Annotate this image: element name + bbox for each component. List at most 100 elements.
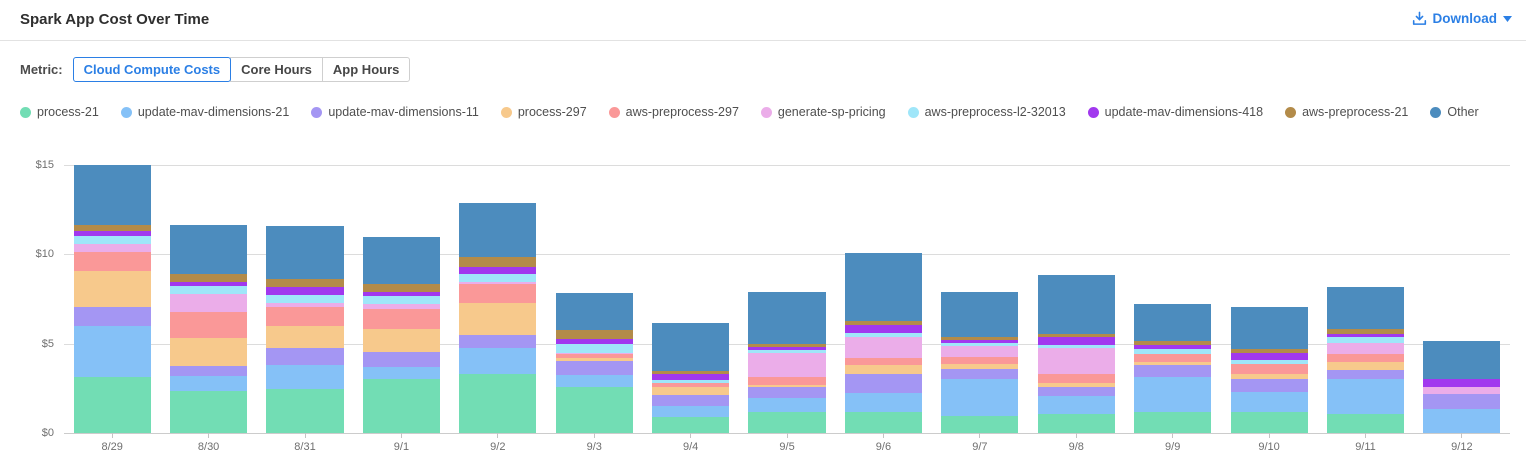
bar-segment-aws-preprocess-297[interactable]	[1134, 354, 1212, 362]
bar-segment-aws-preprocess-l2-32013[interactable]	[362, 296, 440, 304]
bar-segment-update-mav-dimensions-418[interactable]	[555, 339, 633, 344]
bar-segment-update-mav-dimensions-418[interactable]	[459, 266, 537, 275]
bar-segment-process-297[interactable]	[1326, 361, 1405, 370]
bar-segment-update-mav-dimensions-21[interactable]	[941, 378, 1019, 417]
bar-segment-update-mav-dimensions-21[interactable]	[1037, 395, 1115, 415]
bar-segment-other[interactable]	[555, 292, 633, 331]
bar-segment-update-mav-dimensions-11[interactable]	[362, 351, 440, 367]
bar-segment-update-mav-dimensions-11[interactable]	[170, 366, 248, 376]
bar-segment-aws-preprocess-l2-32013[interactable]	[941, 342, 1019, 346]
bar-segment-aws-preprocess-l2-32013[interactable]	[1134, 349, 1212, 355]
bar-segment-process-21[interactable]	[362, 379, 440, 433]
bar-segment-update-mav-dimensions-11[interactable]	[73, 307, 151, 326]
bar-segment-process-21[interactable]	[1230, 412, 1308, 433]
bar-segment-update-mav-dimensions-11[interactable]	[459, 334, 537, 349]
bar-segment-aws-preprocess-297[interactable]	[73, 251, 151, 272]
bar-segment-aws-preprocess-297[interactable]	[555, 354, 633, 358]
bar-segment-update-mav-dimensions-418[interactable]	[844, 324, 923, 334]
bar-segment-aws-preprocess-297[interactable]	[362, 308, 440, 329]
metric-tab-app-hours[interactable]: App Hours	[321, 57, 411, 82]
bar-segment-aws-preprocess-l2-32013[interactable]	[555, 343, 633, 353]
bar-segment-update-mav-dimensions-418[interactable]	[170, 282, 248, 286]
bar-segment-aws-preprocess-21[interactable]	[1134, 341, 1212, 345]
bar-segment-aws-preprocess-21[interactable]	[362, 283, 440, 292]
bar-segment-update-mav-dimensions-11[interactable]	[748, 387, 826, 399]
bar-segment-other[interactable]	[170, 224, 248, 275]
bar-segment-aws-preprocess-297[interactable]	[844, 358, 923, 366]
download-button[interactable]: Download	[1412, 11, 1512, 26]
bar-segment-aws-preprocess-l2-32013[interactable]	[1326, 337, 1405, 343]
bar-segment-update-mav-dimensions-11[interactable]	[266, 348, 344, 366]
bar-segment-update-mav-dimensions-418[interactable]	[266, 286, 344, 296]
bar-segment-aws-preprocess-21[interactable]	[1326, 329, 1405, 334]
bar-segment-aws-preprocess-21[interactable]	[844, 321, 923, 325]
bar-segment-update-mav-dimensions-418[interactable]	[73, 231, 151, 236]
bar-segment-update-mav-dimensions-21[interactable]	[844, 392, 923, 413]
bar-segment-update-mav-dimensions-418[interactable]	[1037, 337, 1115, 345]
bar-segment-update-mav-dimensions-21[interactable]	[1134, 376, 1212, 413]
bar-segment-aws-preprocess-297[interactable]	[748, 376, 826, 385]
bar-segment-aws-preprocess-297[interactable]	[1326, 353, 1405, 362]
bar-segment-process-297[interactable]	[362, 328, 440, 352]
legend-item-other[interactable]: Other	[1430, 105, 1479, 119]
bar-segment-other[interactable]	[748, 291, 826, 344]
bar-segment-aws-preprocess-l2-32013[interactable]	[1230, 359, 1308, 365]
bar-segment-aws-preprocess-21[interactable]	[555, 330, 633, 340]
bar-segment-update-mav-dimensions-418[interactable]	[362, 291, 440, 297]
bar-segment-update-mav-dimensions-21[interactable]	[266, 365, 344, 390]
legend-item-update-mav-dimensions-11[interactable]: update-mav-dimensions-11	[311, 105, 479, 119]
bar-segment-update-mav-dimensions-11[interactable]	[1326, 369, 1405, 380]
bar-segment-other[interactable]	[941, 291, 1019, 337]
bar-segment-other[interactable]	[73, 165, 151, 225]
bar-segment-update-mav-dimensions-11[interactable]	[652, 395, 730, 407]
bar-segment-update-mav-dimensions-11[interactable]	[555, 360, 633, 375]
bar-segment-update-mav-dimensions-21[interactable]	[652, 406, 730, 417]
bar-segment-process-21[interactable]	[170, 391, 248, 433]
bar-segment-process-21[interactable]	[652, 416, 730, 433]
bar-segment-other[interactable]	[1230, 307, 1308, 350]
bar-segment-process-297[interactable]	[73, 271, 151, 308]
bar-segment-update-mav-dimensions-21[interactable]	[459, 348, 537, 375]
metric-tab-cloud-compute-costs[interactable]: Cloud Compute Costs	[72, 57, 232, 82]
legend-item-aws-preprocess-l2-32013[interactable]: aws-preprocess-l2-32013	[907, 105, 1066, 119]
bar-segment-aws-preprocess-21[interactable]	[170, 274, 248, 283]
legend-item-aws-preprocess-297[interactable]: aws-preprocess-297	[608, 105, 739, 119]
bar-segment-aws-preprocess-297[interactable]	[459, 283, 537, 303]
bar-segment-update-mav-dimensions-11[interactable]	[1134, 365, 1212, 377]
bar-segment-aws-preprocess-297[interactable]	[170, 312, 248, 339]
bar-segment-aws-preprocess-l2-32013[interactable]	[73, 235, 151, 244]
bar-segment-update-mav-dimensions-21[interactable]	[170, 375, 248, 392]
bar-segment-update-mav-dimensions-418[interactable]	[748, 347, 826, 350]
bar-segment-other[interactable]	[1326, 286, 1405, 330]
bar-segment-update-mav-dimensions-21[interactable]	[1230, 391, 1308, 413]
bar-segment-process-297[interactable]	[748, 384, 826, 388]
legend-item-aws-preprocess-21[interactable]: aws-preprocess-21	[1285, 105, 1408, 119]
bar-segment-generate-sp-pricing[interactable]	[266, 302, 344, 308]
legend-item-generate-sp-pricing[interactable]: generate-sp-pricing	[760, 105, 886, 119]
bar-segment-generate-sp-pricing[interactable]	[362, 303, 440, 309]
bar-segment-aws-preprocess-21[interactable]	[652, 371, 730, 375]
bar-segment-process-297[interactable]	[1230, 374, 1308, 380]
bar-segment-process-297[interactable]	[652, 387, 730, 396]
bar-segment-update-mav-dimensions-418[interactable]	[652, 374, 730, 381]
bar-segment-generate-sp-pricing[interactable]	[1326, 342, 1405, 354]
bar-segment-aws-preprocess-297[interactable]	[652, 383, 730, 388]
bar-segment-generate-sp-pricing[interactable]	[459, 282, 537, 284]
bar-segment-process-21[interactable]	[73, 376, 151, 433]
bar-segment-update-mav-dimensions-418[interactable]	[1326, 333, 1405, 338]
bar-segment-process-297[interactable]	[844, 365, 923, 375]
bar-segment-aws-preprocess-l2-32013[interactable]	[1037, 344, 1115, 349]
bar-segment-generate-sp-pricing[interactable]	[73, 243, 151, 252]
bar-segment-aws-preprocess-297[interactable]	[266, 307, 344, 326]
bar-segment-process-297[interactable]	[170, 338, 248, 367]
bar-segment-other[interactable]	[844, 252, 923, 322]
bar-segment-aws-preprocess-21[interactable]	[1230, 349, 1308, 353]
legend-item-update-mav-dimensions-418[interactable]: update-mav-dimensions-418	[1087, 105, 1263, 119]
bar-segment-aws-preprocess-21[interactable]	[1037, 333, 1115, 338]
bar-segment-update-mav-dimensions-11[interactable]	[1423, 393, 1501, 409]
bar-segment-aws-preprocess-297[interactable]	[1230, 364, 1308, 375]
bar-segment-aws-preprocess-l2-32013[interactable]	[459, 274, 537, 283]
bar-segment-process-21[interactable]	[266, 389, 344, 433]
bar-segment-process-21[interactable]	[1326, 414, 1405, 433]
bar-segment-update-mav-dimensions-11[interactable]	[1230, 379, 1308, 392]
